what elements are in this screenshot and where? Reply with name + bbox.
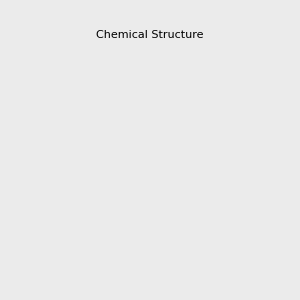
- Text: Chemical Structure: Chemical Structure: [96, 30, 204, 40]
